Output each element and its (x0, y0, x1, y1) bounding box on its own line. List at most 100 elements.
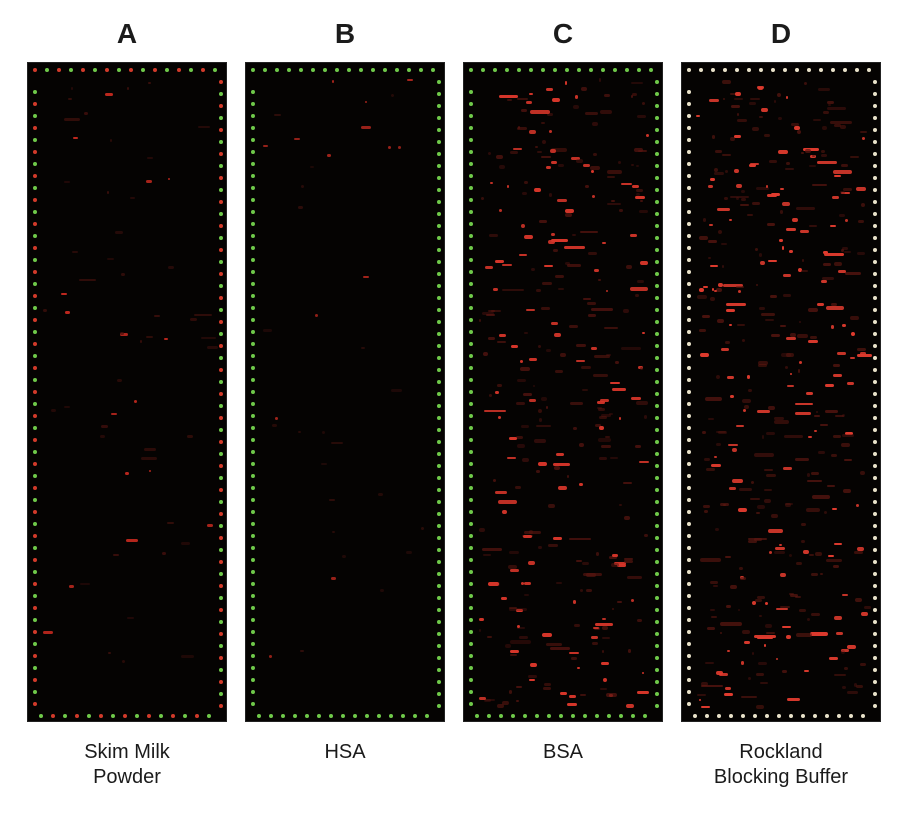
border-dot (687, 618, 691, 622)
array-spot (479, 697, 486, 700)
array-spot (737, 119, 747, 122)
array-spot (557, 199, 566, 203)
border-dot (873, 356, 877, 360)
array-spot (531, 268, 535, 271)
array-spot (699, 329, 706, 332)
array-spot (534, 188, 541, 192)
array-spot (729, 324, 732, 326)
border-dot (251, 594, 255, 598)
array-spot (717, 208, 730, 212)
array-spot (770, 295, 776, 297)
panel-letter: A (117, 20, 137, 48)
border-dot (33, 570, 37, 574)
array-spot (602, 618, 606, 620)
array-spot (511, 345, 518, 348)
border-dot (219, 104, 223, 108)
border-dot (219, 464, 223, 468)
microarray-image-a (27, 62, 227, 722)
array-spot (701, 682, 709, 685)
array-spot (100, 435, 105, 438)
border-dot (559, 714, 563, 718)
border-dot (69, 68, 73, 72)
array-spot (841, 650, 846, 654)
border-dot (469, 642, 473, 646)
border-dot (469, 558, 473, 562)
border-dot (219, 440, 223, 444)
array-spot (799, 361, 802, 364)
array-spot (496, 155, 503, 159)
array-spot (646, 134, 649, 136)
border-dot (655, 380, 659, 384)
border-dot (687, 486, 691, 490)
array-spot (756, 705, 764, 708)
array-spot (737, 324, 744, 327)
border-dot (251, 582, 255, 586)
array-spot (148, 82, 151, 84)
border-dot (687, 138, 691, 142)
array-spot (594, 269, 599, 272)
array-spot (713, 585, 718, 587)
array-spot (421, 527, 424, 530)
array-spot (766, 474, 776, 477)
array-spot (794, 126, 800, 130)
border-dot (693, 714, 697, 718)
array-spot (482, 312, 493, 315)
array-spot (168, 266, 174, 268)
array-spot (854, 551, 863, 553)
array-spot (738, 609, 740, 612)
array-spot (363, 276, 369, 278)
array-spot (842, 414, 846, 417)
array-spot (842, 686, 846, 689)
border-dot (437, 92, 441, 96)
array-spot (274, 114, 281, 116)
border-dot (251, 570, 255, 574)
array-spot (598, 438, 611, 442)
border-dot (873, 128, 877, 132)
array-spot (560, 692, 567, 695)
array-spot (263, 145, 268, 148)
border-dot (251, 234, 255, 238)
array-spot (850, 156, 859, 158)
array-spot (735, 92, 740, 96)
array-spot (708, 185, 713, 188)
border-dot (819, 68, 823, 72)
border-dot (437, 332, 441, 336)
array-spot (857, 252, 866, 256)
array-spot (600, 688, 607, 690)
array-spot (127, 87, 129, 89)
array-spot (329, 499, 335, 501)
array-spot (72, 251, 78, 253)
array-spot (740, 577, 746, 581)
array-spot (121, 273, 125, 276)
array-spot (833, 565, 838, 568)
border-dot (57, 68, 61, 72)
array-spot (834, 175, 841, 178)
array-spot (569, 538, 591, 540)
array-spot (634, 148, 643, 152)
border-dot (437, 536, 441, 540)
array-spot (755, 599, 761, 602)
border-dot (783, 68, 787, 72)
array-spot (526, 101, 532, 104)
array-spot (639, 461, 649, 463)
array-spot (617, 601, 622, 603)
border-dot (687, 450, 691, 454)
border-dot (275, 68, 279, 72)
array-spot (715, 528, 719, 530)
border-dot (219, 632, 223, 636)
border-dot (347, 68, 351, 72)
array-spot (721, 348, 729, 351)
border-dot (469, 510, 473, 514)
border-dot (293, 714, 297, 718)
border-dot (251, 354, 255, 358)
border-dot (141, 68, 145, 72)
border-dot (33, 450, 37, 454)
array-spot (167, 522, 173, 525)
border-dot (219, 680, 223, 684)
border-dot (655, 236, 659, 240)
array-spot (207, 524, 213, 527)
array-spot (697, 694, 705, 696)
array-spot (762, 435, 764, 439)
border-dot (873, 188, 877, 192)
border-dot (33, 90, 37, 94)
